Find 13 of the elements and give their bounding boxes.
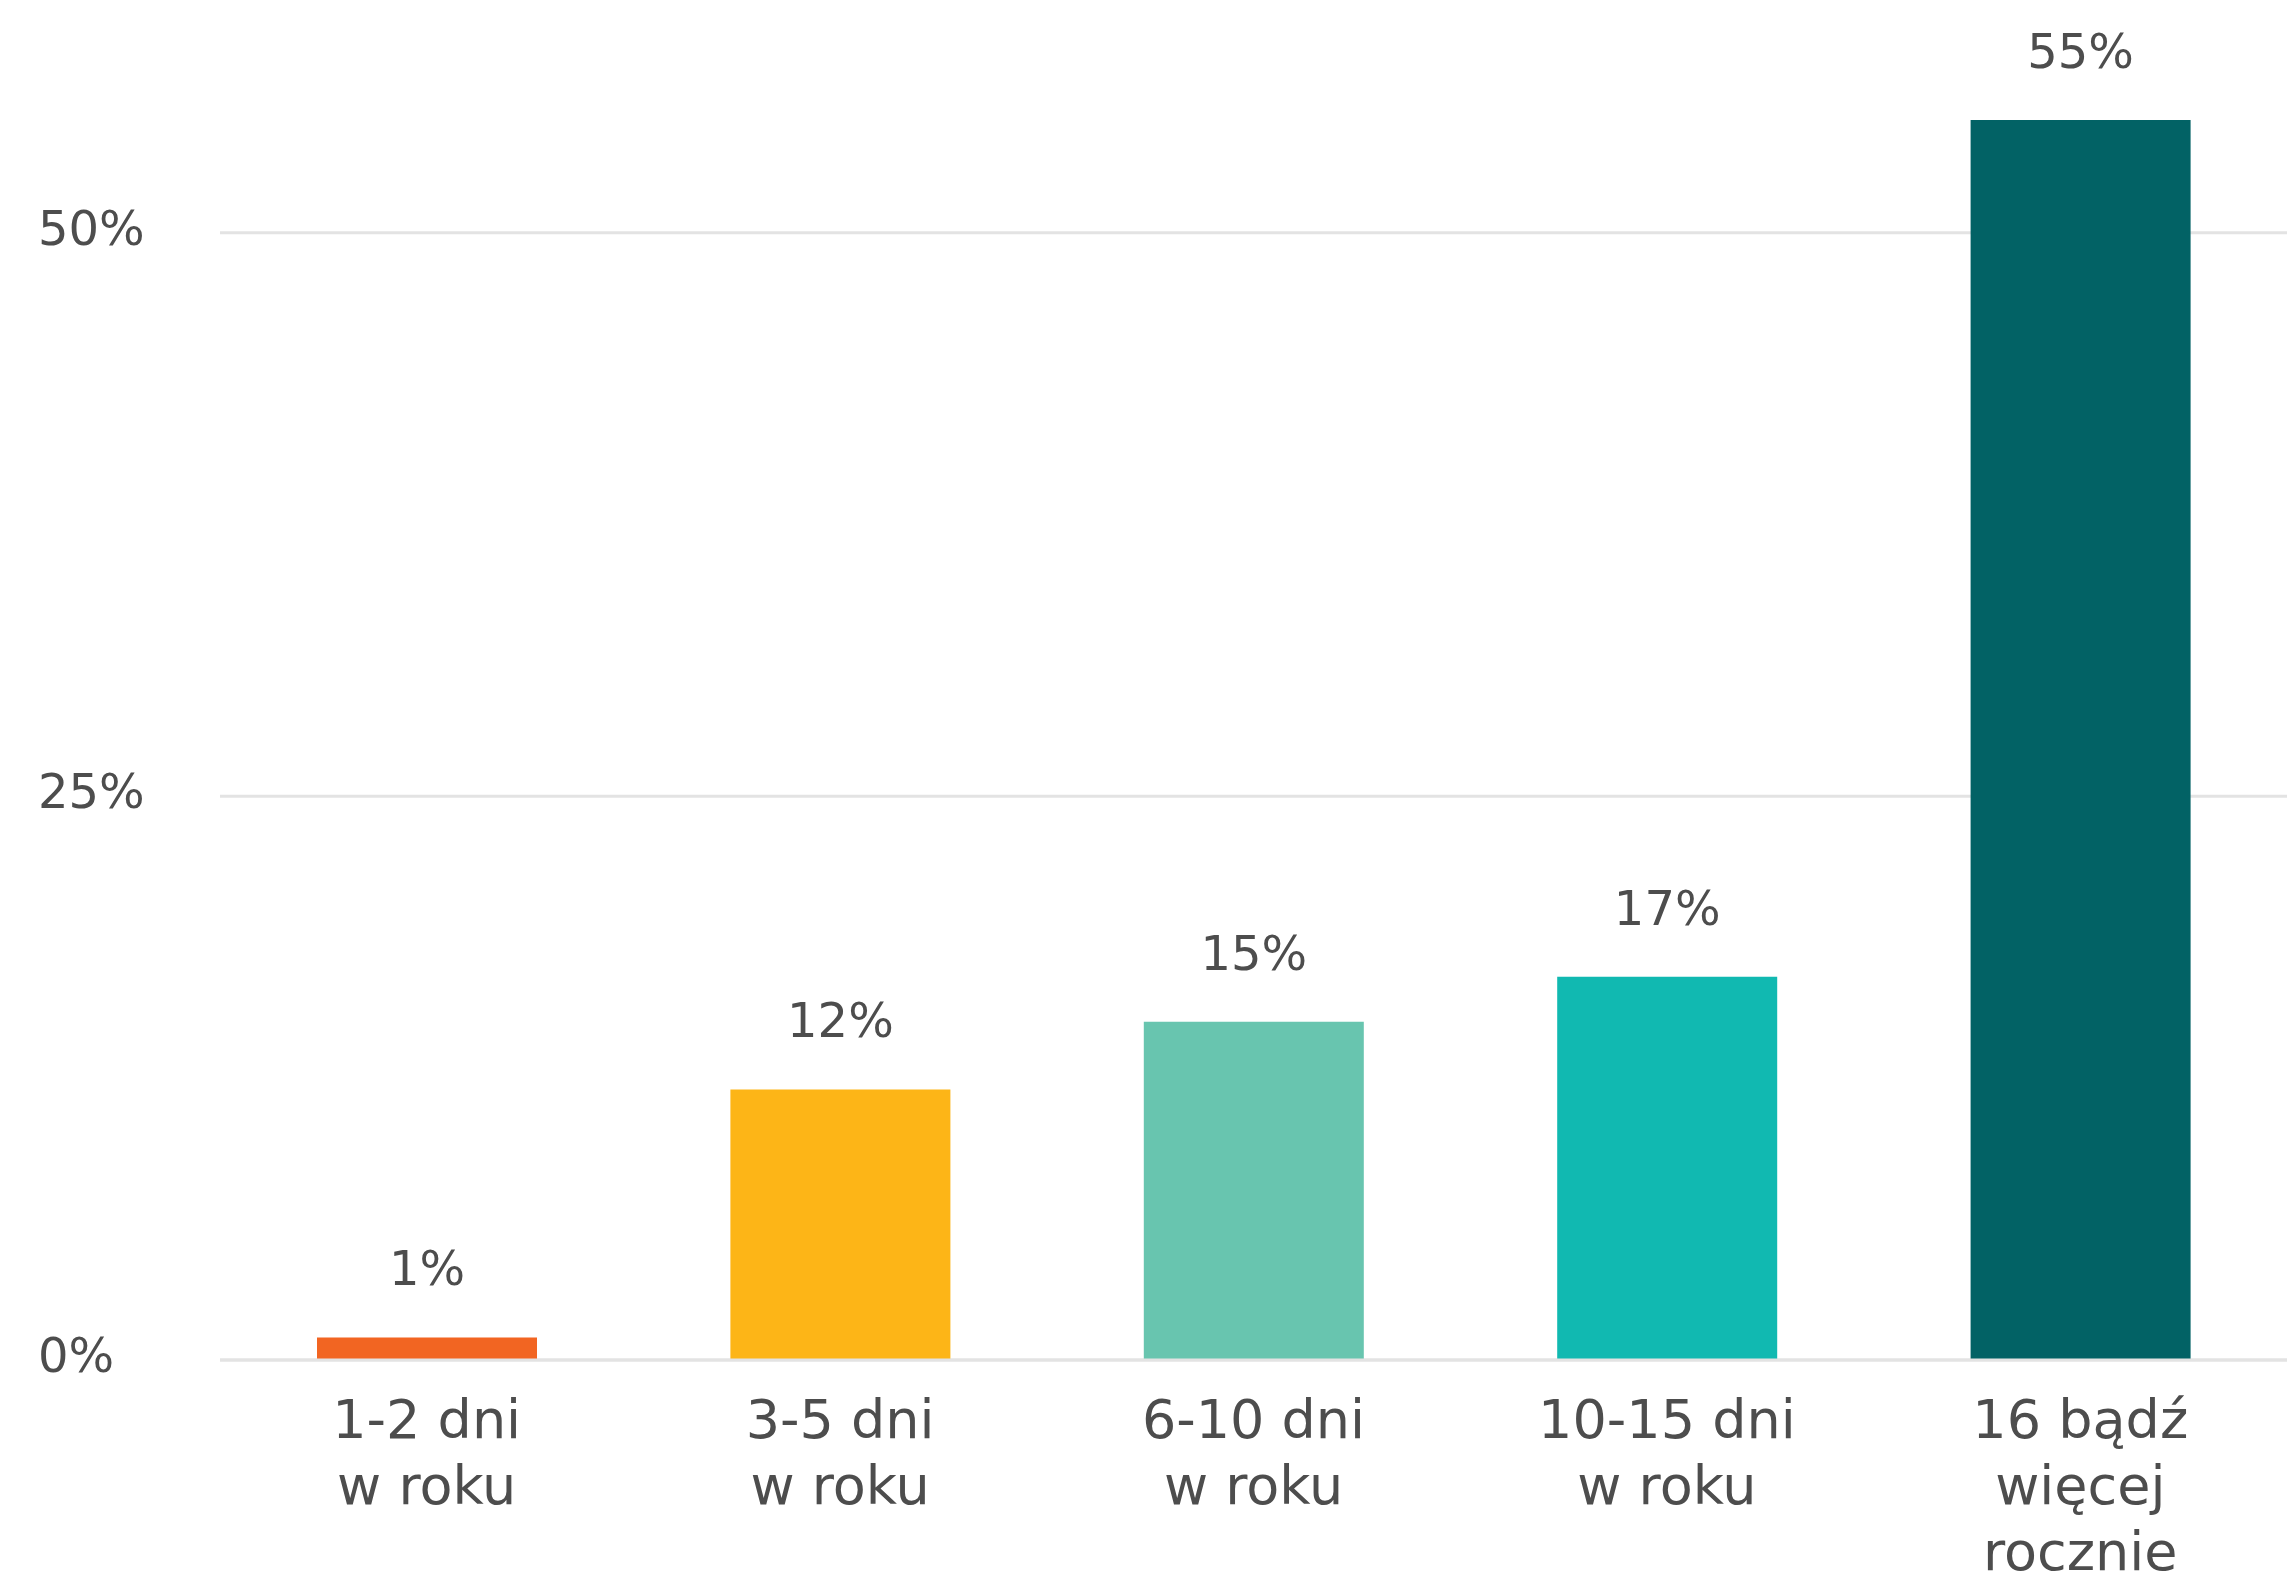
data-label: 15% [1200,924,1308,981]
x-tick-label: 6-10 dni w roku [1141,1388,1366,1517]
x-tick-label: 3-5 dni w roku [745,1388,935,1517]
y-tick-label: 0% [38,1326,115,1383]
y-tick-label: 50% [38,199,145,256]
data-label: 17% [1613,879,1721,936]
data-label: 55% [2027,23,2134,79]
x-tick-label: 10-15 dni w roku [1538,1388,1796,1517]
x-tick-label: 16 bądź więcej rocznie [1972,1388,2189,1583]
x-tick-label: 1-2 dni w roku [332,1388,522,1517]
data-label: 1% [388,1240,466,1297]
data-label: 12% [787,992,894,1049]
y-tick-label: 25% [38,763,145,820]
